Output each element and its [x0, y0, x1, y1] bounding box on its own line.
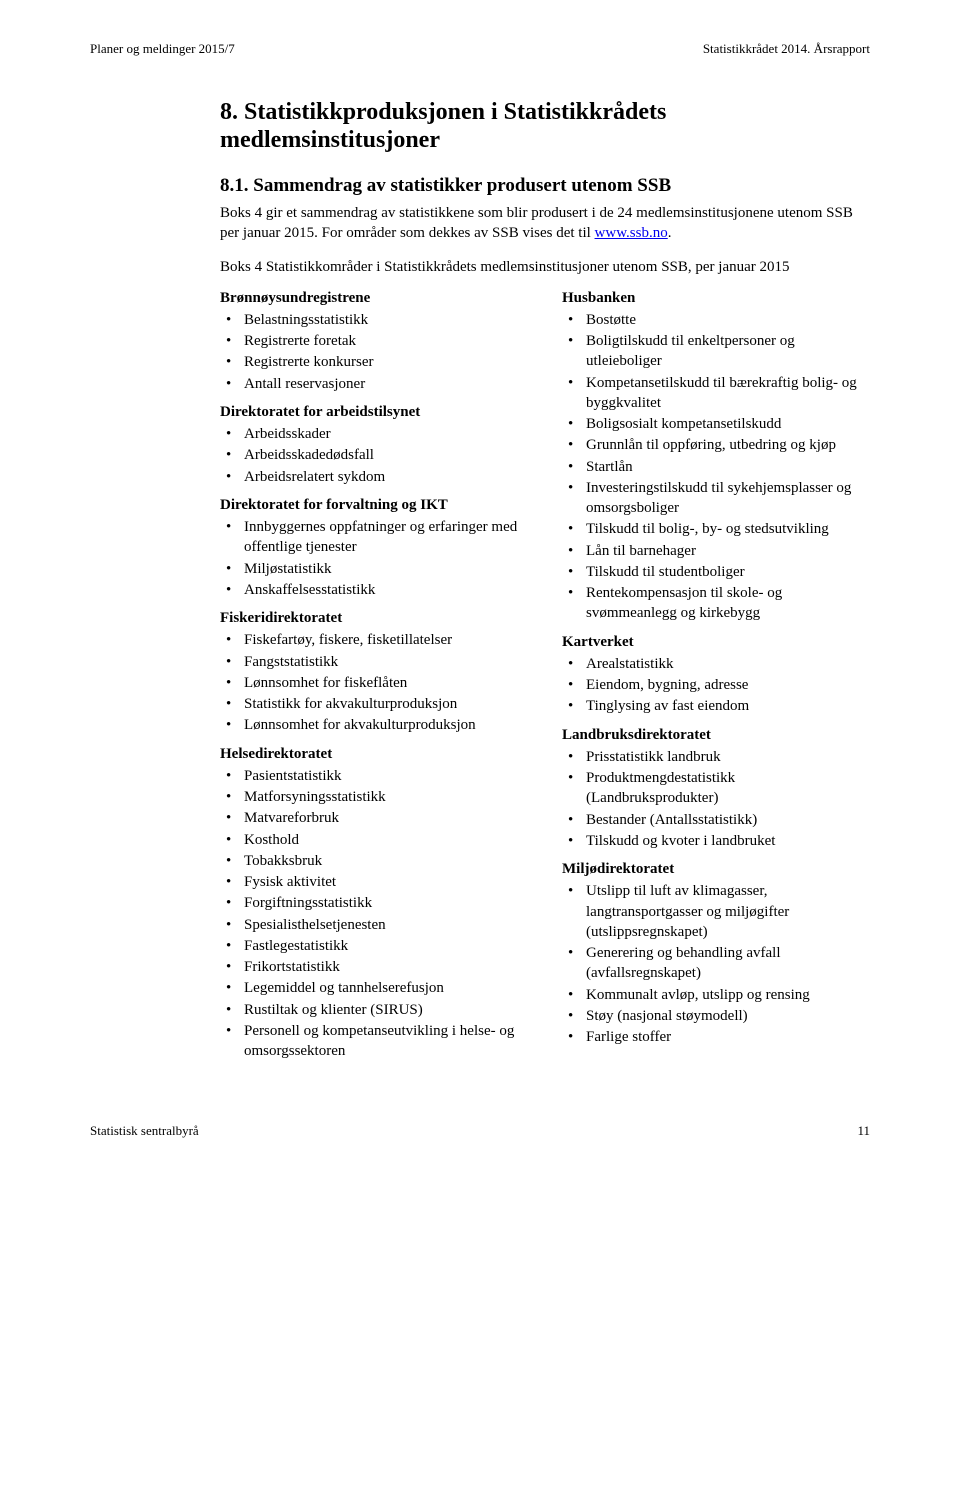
list-item: Utslipp til luft av klimagasser, langtra…	[562, 881, 870, 942]
list-item: Arbeidsskadedødsfall	[220, 445, 528, 465]
footer-left: Statistisk sentralbyrå	[90, 1122, 199, 1140]
list-item: Antall reservasjoner	[220, 374, 528, 394]
page-footer: Statistisk sentralbyrå 11	[90, 1122, 870, 1140]
list-item: Tilskudd til studentboliger	[562, 562, 870, 582]
header-right: Statistikkrådet 2014. Årsrapport	[703, 40, 870, 58]
group-title: Direktoratet for arbeidstilsynet	[220, 402, 528, 422]
list-item: Registrerte konkurser	[220, 352, 528, 372]
section-number: 8.	[220, 99, 238, 125]
list-item: Lån til barnehager	[562, 541, 870, 561]
list-item: Kommunalt avløp, utslipp og rensing	[562, 985, 870, 1005]
subsection-title-text: Sammendrag av statistikker produsert ute…	[253, 175, 671, 196]
ssb-link[interactable]: www.ssb.no	[595, 225, 668, 241]
list-item: Fysisk aktivitet	[220, 872, 528, 892]
subsection-title: 8.1. Sammendrag av statistikker produser…	[220, 173, 870, 199]
list-item: Belastningsstatistikk	[220, 310, 528, 330]
list-item: Matvareforbruk	[220, 808, 528, 828]
list-item: Rustiltak og klienter (SIRUS)	[220, 1000, 528, 1020]
list-item: Pasientstatistikk	[220, 766, 528, 786]
list-item: Tinglysing av fast eiendom	[562, 696, 870, 716]
intro-paragraph: Boks 4 gir et sammendrag av statistikken…	[220, 203, 870, 244]
list-item: Eiendom, bygning, adresse	[562, 675, 870, 695]
section-title-text: Statistikkproduksjonen i Statistikkrådet…	[220, 99, 666, 154]
list-item: Lønnsomhet for akvakulturproduksjon	[220, 715, 528, 735]
columns-container: BrønnøysundregistreneBelastningsstatisti…	[220, 288, 870, 1063]
list-item: Miljøstatistikk	[220, 559, 528, 579]
group-title: Direktoratet for forvaltning og IKT	[220, 495, 528, 515]
list-item: Tobakksbruk	[220, 851, 528, 871]
group-list: ArealstatistikkEiendom, bygning, adresse…	[562, 654, 870, 717]
subsection-number: 8.1.	[220, 175, 249, 196]
group-title: Brønnøysundregistrene	[220, 288, 528, 308]
list-item: Prisstatistikk landbruk	[562, 747, 870, 767]
intro-text-after: .	[668, 225, 672, 241]
group-title: Helsedirektoratet	[220, 744, 528, 764]
list-item: Støy (nasjonal støymodell)	[562, 1006, 870, 1026]
list-item: Statistikk for akvakulturproduksjon	[220, 694, 528, 714]
list-item: Lønnsomhet for fiskeflåten	[220, 673, 528, 693]
list-item: Generering og behandling avfall (avfalls…	[562, 943, 870, 984]
list-item: Kompetansetilskudd til bærekraftig bolig…	[562, 373, 870, 414]
footer-page-number: 11	[857, 1122, 870, 1140]
list-item: Rentekompensasjon til skole- og svømmean…	[562, 583, 870, 624]
list-item: Tilskudd og kvoter i landbruket	[562, 831, 870, 851]
list-item: Boligtilskudd til enkeltpersoner og utle…	[562, 331, 870, 372]
list-item: Startlån	[562, 457, 870, 477]
list-item: Legemiddel og tannhelserefusjon	[220, 978, 528, 998]
section-title: 8. Statistikkproduksjonen i Statistikkrå…	[220, 98, 870, 156]
list-item: Personell og kompetanseutvikling i helse…	[220, 1021, 528, 1062]
list-item: Bestander (Antallsstatistikk)	[562, 810, 870, 830]
list-item: Fiskefartøy, fiskere, fisketillatelser	[220, 630, 528, 650]
list-item: Farlige stoffer	[562, 1027, 870, 1047]
group-list: Fiskefartøy, fiskere, fisketillatelserFa…	[220, 630, 528, 735]
group-title: Landbruksdirektoratet	[562, 725, 870, 745]
header-left: Planer og meldinger 2015/7	[90, 40, 235, 58]
page-header: Planer og meldinger 2015/7 Statistikkråd…	[90, 40, 870, 58]
list-item: Arbeidsskader	[220, 424, 528, 444]
list-item: Registrerte foretak	[220, 331, 528, 351]
list-item: Tilskudd til bolig-, by- og stedsutvikli…	[562, 519, 870, 539]
list-item: Investeringstilskudd til sykehjemsplasse…	[562, 478, 870, 519]
group-list: ArbeidsskaderArbeidsskadedødsfallArbeids…	[220, 424, 528, 487]
list-item: Kosthold	[220, 830, 528, 850]
group-list: PasientstatistikkMatforsyningsstatistikk…	[220, 766, 528, 1062]
group-list: BelastningsstatistikkRegistrerte foretak…	[220, 310, 528, 394]
list-item: Arealstatistikk	[562, 654, 870, 674]
group-title: Fiskeridirektoratet	[220, 608, 528, 628]
group-list: BostøtteBoligtilskudd til enkeltpersoner…	[562, 310, 870, 624]
list-item: Matforsyningsstatistikk	[220, 787, 528, 807]
list-item: Anskaffelsesstatistikk	[220, 580, 528, 600]
list-item: Produktmengdestatistikk (Landbruksproduk…	[562, 768, 870, 809]
group-title: Miljødirektoratet	[562, 859, 870, 879]
right-column: HusbankenBostøtteBoligtilskudd til enkel…	[562, 288, 870, 1063]
list-item: Arbeidsrelatert sykdom	[220, 467, 528, 487]
group-list: Utslipp til luft av klimagasser, langtra…	[562, 881, 870, 1047]
list-item: Fangststatistikk	[220, 652, 528, 672]
intro-text-before: Boks 4 gir et sammendrag av statistikken…	[220, 205, 853, 241]
list-item: Boligsosialt kompetansetilskudd	[562, 414, 870, 434]
list-item: Innbyggernes oppfatninger og erfaringer …	[220, 517, 528, 558]
group-title: Husbanken	[562, 288, 870, 308]
group-list: Innbyggernes oppfatninger og erfaringer …	[220, 517, 528, 600]
group-title: Kartverket	[562, 632, 870, 652]
list-item: Fastlegestatistikk	[220, 936, 528, 956]
left-column: BrønnøysundregistreneBelastningsstatisti…	[220, 288, 528, 1063]
group-list: Prisstatistikk landbrukProduktmengdestat…	[562, 747, 870, 851]
list-item: Grunnlån til oppføring, utbedring og kjø…	[562, 435, 870, 455]
list-item: Frikortstatistikk	[220, 957, 528, 977]
box-caption: Boks 4 Statistikkområder i Statistikkråd…	[220, 257, 870, 277]
list-item: Spesialisthelsetjenesten	[220, 915, 528, 935]
list-item: Bostøtte	[562, 310, 870, 330]
list-item: Forgiftningsstatistikk	[220, 893, 528, 913]
